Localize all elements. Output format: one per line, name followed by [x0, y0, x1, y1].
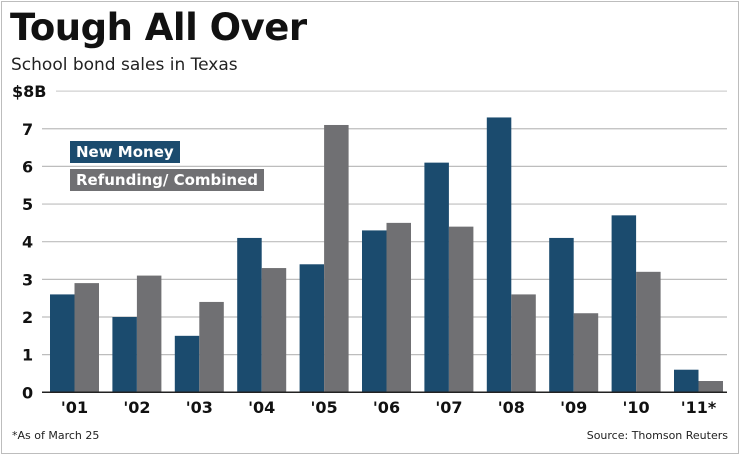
- x-tick-label: '01: [61, 398, 88, 417]
- x-tick-label: '04: [248, 398, 275, 417]
- y-tick-label: 5: [22, 195, 33, 214]
- bar-refunding-10: [698, 381, 723, 393]
- bar-new-money-0: [50, 294, 75, 393]
- x-tick-label: '10: [623, 398, 650, 417]
- bar-new-money-5: [362, 230, 387, 393]
- bar-refunding-1: [136, 275, 162, 393]
- source-note: Source: Thomson Reuters: [586, 429, 728, 442]
- y-tick-label: 3: [22, 270, 33, 289]
- y-tick-label: $8B: [12, 82, 46, 101]
- legend-new-money: New Money: [70, 141, 180, 163]
- footnote: *As of March 25: [12, 429, 100, 442]
- x-tick-label: '09: [560, 398, 587, 417]
- bar-new-money-4: [299, 264, 325, 393]
- x-tick-label: '03: [186, 398, 213, 417]
- bar-refunding-5: [386, 222, 411, 393]
- x-tick-label: '11*: [681, 398, 717, 417]
- chart-title: Tough All Over: [10, 6, 307, 49]
- bar-new-money-9: [611, 215, 637, 393]
- bar-refunding-0: [74, 283, 99, 393]
- bar-new-money-7: [486, 117, 512, 393]
- x-tick-label: '07: [435, 398, 462, 417]
- bar-refunding-6: [448, 226, 474, 393]
- legend-refunding-combined: Refunding/ Combined: [70, 169, 265, 191]
- x-tick-label: '08: [498, 398, 525, 417]
- chart-subtitle: School bond sales in Texas: [11, 55, 238, 75]
- bar-refunding-9: [636, 271, 661, 393]
- x-tick-label: '06: [373, 398, 400, 417]
- y-tick-label: 1: [22, 346, 33, 365]
- bar-new-money-6: [424, 162, 449, 393]
- y-tick-label: 7: [22, 120, 33, 139]
- x-tick-label: '05: [311, 398, 338, 417]
- bar-refunding-7: [511, 294, 536, 393]
- x-tick-label: '02: [123, 398, 150, 417]
- y-tick-label: 4: [22, 233, 33, 252]
- bar-refunding-3: [261, 268, 287, 393]
- bar-refunding-4: [324, 124, 349, 393]
- y-tick-label: 2: [22, 308, 33, 327]
- bar-new-money-3: [237, 237, 262, 393]
- bar-refunding-8: [573, 313, 599, 393]
- bar-refunding-2: [199, 301, 224, 393]
- y-tick-label: 0: [22, 383, 33, 402]
- bar-new-money-1: [112, 317, 137, 393]
- bar-new-money-2: [174, 335, 200, 393]
- bar-new-money-10: [674, 369, 699, 393]
- bar-new-money-8: [549, 237, 574, 393]
- y-tick-label: 6: [22, 157, 33, 176]
